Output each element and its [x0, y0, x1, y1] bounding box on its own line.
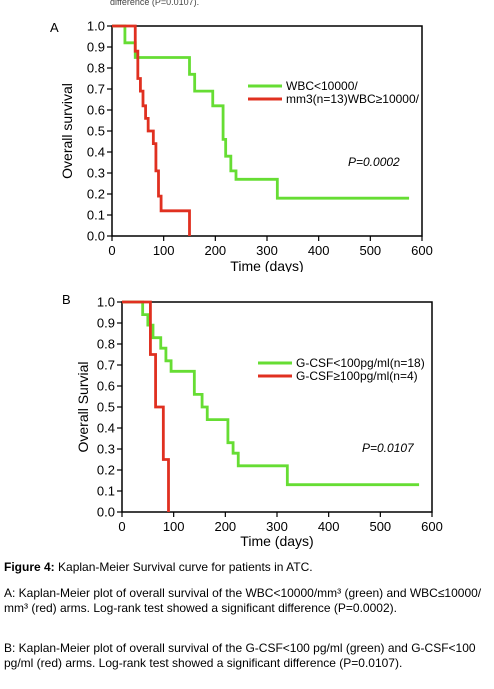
x-tick-label: 300: [256, 243, 278, 258]
figure-label: Figure 4:: [4, 560, 55, 574]
p-value-annotation: P=0.0002: [348, 155, 400, 169]
panel-label-b: B: [62, 292, 71, 307]
survival-curve-green: [122, 300, 420, 487]
y-tick-label: 0.7: [87, 82, 105, 97]
y-tick-label: 1.0: [97, 295, 115, 310]
y-tick-label: 0.9: [97, 316, 115, 331]
caption-a: A: Kaplan-Meier plot of overall survival…: [4, 586, 482, 615]
x-tick-label: 400: [308, 243, 330, 258]
y-tick-label: 0.1: [97, 484, 115, 499]
chart-a: A 0.0 0.1 0.2 0.3 0.4 0.5 0.6 0.7 0.8 0.9 1.0 0 100 20…: [0, 0, 494, 273]
x-tick-label: 100: [153, 243, 175, 258]
y-tick-label: 0.6: [87, 103, 105, 118]
panel-label-a: A: [50, 20, 59, 35]
y-tick-label: 0.4: [87, 145, 105, 160]
x-axis-label: Time (days): [240, 533, 313, 549]
x-tick-label: 200: [214, 519, 236, 534]
legend-label-red: G-CSF≥100pg/ml(n=4): [296, 369, 418, 383]
y-tick-label: 0.2: [97, 463, 115, 478]
y-tick-label: 0.6: [97, 379, 115, 394]
y-tick-label: 0.0: [97, 505, 115, 520]
cut-off-text: difference (P=0.0107).: [110, 0, 200, 7]
x-tick-label: 300: [266, 519, 288, 534]
figure-title: Figure 4: Kaplan-Meier Survival curve fo…: [4, 560, 490, 575]
x-axis-label: Time (days): [230, 258, 303, 272]
y-tick-label: 0.1: [87, 208, 105, 223]
y-tick-label: 0.5: [97, 400, 115, 415]
p-value-annotation: P=0.0107: [362, 441, 415, 455]
x-tick-label: 600: [421, 519, 443, 534]
y-tick-label: 0.2: [87, 187, 105, 202]
caption-b: B: Kaplan-Meier plot of overall survival…: [4, 641, 476, 670]
chart-a-svg: A 0.0 0.1 0.2 0.3 0.4 0.5 0.6 0.7 0.8 0.9 1.0 0 100 20…: [50, 19, 433, 273]
y-tick-label: 0.9: [87, 40, 105, 55]
x-tick-label: 400: [318, 519, 340, 534]
x-tick-label: 0: [118, 519, 125, 534]
legend-label-green: WBC<10000/: [286, 79, 358, 93]
survival-curve-red: [122, 300, 170, 512]
y-axis-label: Overall survival: [59, 83, 75, 179]
legend-label-green: G-CSF<100pg/ml(n=18): [296, 356, 425, 370]
x-tick-label: 600: [411, 243, 433, 258]
y-tick-label: 0.5: [87, 124, 105, 139]
chart-b-svg: B 0.0 0.1 0.2 0.3 0.4 0.5 0.6 0.7 0.8 0.9 1.0 0 100 20…: [62, 292, 443, 549]
y-tick-label: 0.7: [97, 358, 115, 373]
x-tick-label: 0: [108, 243, 115, 258]
y-tick-label: 1.0: [87, 19, 105, 34]
y-axis-label: Overall Survial: [75, 361, 91, 452]
y-tick-label: 0.4: [97, 421, 115, 436]
x-tick-label: 500: [359, 243, 381, 258]
legend-label-red: mm3(n=13)WBC≥10000/: [286, 92, 420, 106]
y-tick-label: 0.3: [87, 166, 105, 181]
survival-curve-green: [112, 24, 410, 200]
x-tick-label: 500: [369, 519, 391, 534]
y-tick-label: 0.8: [97, 337, 115, 352]
figure-title-text: Kaplan-Meier Survival curve for patients…: [58, 560, 313, 574]
x-tick-label: 200: [204, 243, 226, 258]
x-tick-label: 100: [163, 519, 185, 534]
y-tick-label: 0.0: [87, 229, 105, 244]
y-tick-label: 0.8: [87, 61, 105, 76]
survival-curve-red: [112, 24, 191, 236]
y-tick-label: 0.3: [97, 442, 115, 457]
chart-b: B 0.0 0.1 0.2 0.3 0.4 0.5 0.6 0.7 0.8 0.9 1.0 0 100 20…: [0, 288, 494, 553]
